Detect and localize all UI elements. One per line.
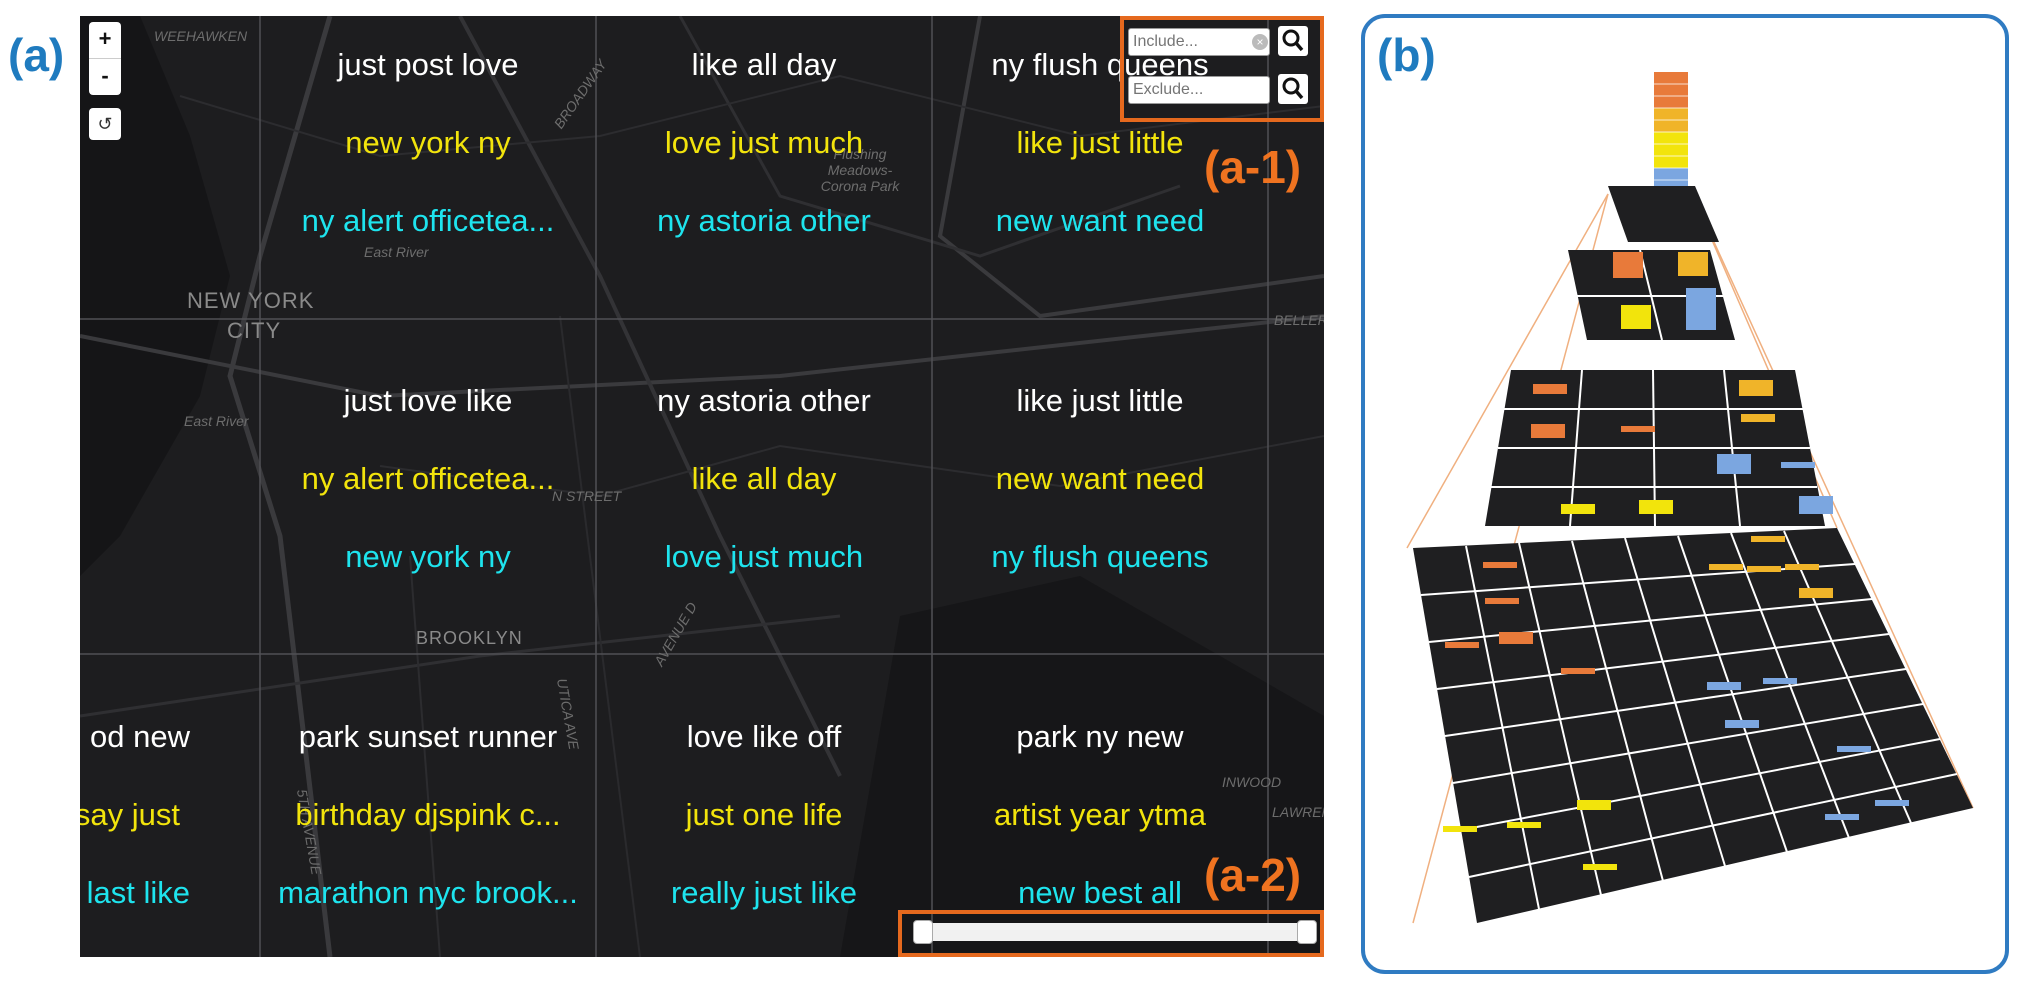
term-rank-1: just post love	[337, 47, 519, 82]
term-rank-1: like just little	[1016, 383, 1184, 418]
place-label: BELLEROSE	[1274, 312, 1324, 328]
term-cell: just love like ny alert officetea... new…	[260, 362, 596, 596]
search-icon	[1282, 77, 1304, 100]
panel-label-b: (b)	[1377, 29, 1436, 81]
slider-highlight-box	[898, 910, 1324, 957]
term-rank-2: love just much	[664, 125, 864, 160]
exclude-search-button[interactable]	[1278, 74, 1308, 104]
term-rank-2: new want need	[995, 461, 1205, 496]
pyramid-level-1	[1568, 249, 1735, 341]
panel-label-a: (a)	[8, 29, 65, 81]
zoom-in-button[interactable]: +	[98, 26, 112, 51]
pyramid-diagram	[1406, 72, 1974, 924]
term-rank-1: od new	[90, 719, 190, 754]
term-rank-2: say just	[80, 797, 180, 832]
search-icon	[1282, 29, 1304, 52]
term-rank-2: ny alert officetea...	[301, 461, 555, 496]
include-search-input[interactable]	[1128, 28, 1270, 56]
time-range-slider[interactable]	[913, 920, 1317, 944]
term-rank-1: just love like	[343, 383, 513, 418]
reset-view-button[interactable]: ↺	[89, 108, 121, 140]
term-cell: just post love new york ny ny alert offi…	[260, 26, 596, 260]
term-rank-3: new york ny	[345, 539, 511, 574]
term-cell: ny astoria other like all day love just …	[596, 362, 932, 596]
zoom-control: + -	[89, 22, 121, 95]
term-rank-1: love like off	[686, 719, 842, 754]
place-label: Flushing Meadows-Corona Park	[820, 146, 900, 194]
term-rank-1: like all day	[691, 47, 837, 82]
map-view[interactable]: NEW YORK CITY BROOKLYN East River East R…	[80, 16, 1324, 957]
term-rank-1: park ny new	[1016, 719, 1184, 754]
term-cell: like just little new want need ny flush …	[932, 362, 1268, 596]
term-cell: like all day love just much ny astoria o…	[596, 26, 932, 260]
term-rank-3: really just like	[670, 875, 858, 910]
place-label: East River	[184, 413, 249, 429]
search-highlight-box	[1120, 16, 1324, 122]
term-rank-3: ny flush queens	[991, 539, 1209, 574]
zoom-out-button[interactable]: -	[101, 63, 109, 88]
place-label: East River	[364, 244, 429, 260]
term-cell: park sunset runner birthday djspink c...…	[260, 698, 596, 932]
term-cell: park ny new artist year ytma new best al…	[932, 698, 1268, 932]
term-rank-2: birthday djspink c...	[295, 797, 561, 832]
callout-a1: (a-1)	[1204, 141, 1302, 193]
term-rank-3: new want need	[995, 203, 1205, 238]
include-search-button[interactable]	[1278, 26, 1308, 56]
callout-a2: (a-2)	[1204, 849, 1302, 901]
pyramid-level-3	[1413, 528, 1973, 923]
stacked-term-bar	[1654, 72, 1688, 204]
term-rank-3: ny alert officetea...	[301, 203, 555, 238]
term-rank-3: new best all	[1018, 875, 1182, 910]
place-label: LAWRENCE	[1272, 804, 1324, 820]
term-cell: love like off just one life really just …	[596, 698, 932, 932]
map-background	[80, 16, 1324, 957]
pyramid-panel: (b)	[1361, 14, 2009, 974]
reset-icon: ↺	[97, 114, 113, 134]
clear-icon[interactable]: ×	[1252, 34, 1268, 50]
term-rank-3: marathon nyc brook...	[278, 875, 578, 910]
place-label: WEEHAWKEN	[154, 28, 248, 44]
place-label: NEW YORK	[187, 288, 315, 313]
slider-handle-start[interactable]	[913, 920, 933, 944]
term-rank-1: ny astoria other	[657, 383, 871, 418]
place-label: INWOOD	[1222, 774, 1282, 790]
term-rank-2: like all day	[691, 461, 837, 496]
place-label: CITY	[227, 318, 282, 343]
place-label: N STREET	[552, 488, 622, 504]
term-rank-3: love just much	[664, 539, 864, 574]
term-rank-3: ny astoria other	[657, 203, 871, 238]
pyramid-level-2	[1485, 369, 1833, 527]
term-rank-1: park sunset runner	[298, 719, 558, 754]
term-rank-2: new york ny	[345, 125, 511, 160]
term-cell: od new say just last like	[80, 698, 260, 932]
term-rank-3: last like	[86, 875, 190, 910]
term-rank-2: like just little	[1016, 125, 1184, 160]
slider-handle-end[interactable]	[1297, 920, 1317, 944]
pyramid-level-0	[1608, 186, 1719, 242]
term-rank-2: just one life	[685, 797, 843, 832]
zoom-divider	[89, 58, 121, 59]
term-rank-2: artist year ytma	[994, 797, 1206, 832]
place-label: BROOKLYN	[416, 628, 523, 648]
exclude-search-input[interactable]	[1128, 76, 1270, 104]
